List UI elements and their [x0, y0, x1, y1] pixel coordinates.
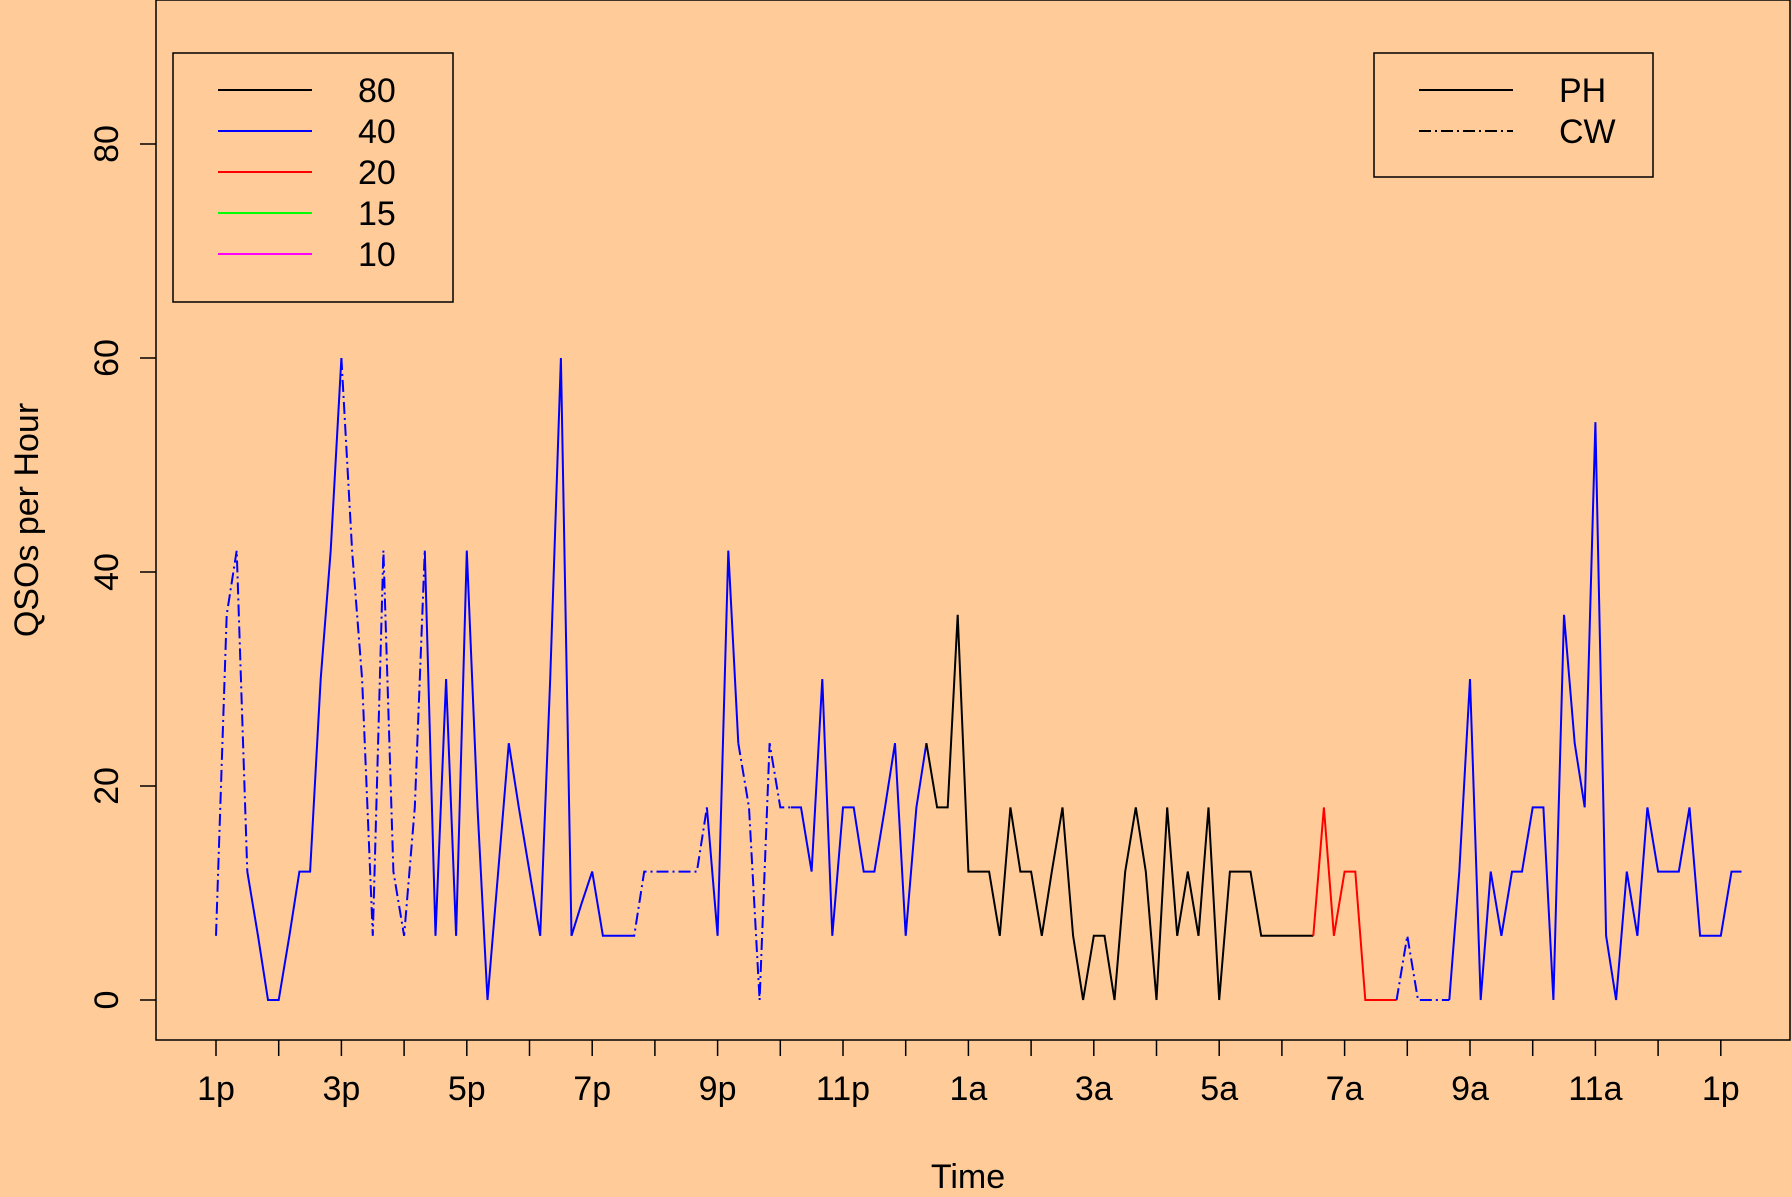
legend-label-10: 10 [358, 236, 396, 274]
series-line-40-ph-5 [705, 550, 740, 936]
legend-label-cw: CW [1559, 113, 1616, 151]
x-tick-label: 9a [1451, 1070, 1489, 1108]
series-line-40-ph-11 [1448, 422, 1742, 1001]
legend-label-15: 15 [358, 195, 396, 233]
x-tick-label: 11p [816, 1070, 870, 1108]
x-axis-label: Time [931, 1158, 1005, 1196]
x-tick-label: 1a [949, 1070, 987, 1108]
x-tick-label: 11a [1568, 1070, 1622, 1108]
y-tick-label: 0 [88, 991, 126, 1010]
mode-legend-box [1373, 52, 1654, 178]
series-line-40-ph-1 [246, 357, 343, 1001]
plot-frame [155, 0, 1791, 1041]
series-line-40-cw-6 [737, 743, 791, 1001]
y-tick-label: 40 [88, 553, 126, 591]
y-tick-label: 60 [88, 339, 126, 377]
legend-label-80: 80 [358, 72, 396, 110]
band-legend-box [172, 52, 454, 303]
x-tick-label: 7a [1326, 1070, 1364, 1108]
series-line-40-cw-2 [340, 357, 426, 936]
y-axis: 0 20 40 60 80 [88, 125, 156, 1009]
x-axis: 1p 3p 5p 7p 9p 11p 1a 3a 5a 7a 9a 11a 1p [197, 1040, 1740, 1108]
series-line-40-cw-0 [215, 550, 249, 936]
series-line-20-ph-9 [1312, 807, 1397, 1001]
y-axis-label: QSOs per Hour [8, 403, 46, 637]
x-tick-label: 1p [197, 1070, 235, 1108]
series-line-40-ph-7 [791, 678, 928, 936]
x-tick-label: 5a [1200, 1070, 1238, 1108]
y-tick-label: 80 [88, 125, 126, 163]
x-tick-label: 3p [322, 1070, 360, 1108]
y-tick-label: 20 [88, 767, 126, 805]
legend-label-ph: PH [1559, 72, 1606, 110]
x-tick-label: 7p [573, 1070, 611, 1108]
series-line-40-ph-3 [423, 357, 624, 1001]
series-line-40-cw-4 [623, 807, 708, 937]
legend-label-40: 40 [358, 113, 396, 151]
x-tick-label: 5p [448, 1070, 486, 1108]
x-tick-label: 9p [699, 1070, 737, 1108]
legend-label-20: 20 [358, 154, 396, 192]
series-layer [215, 357, 1742, 1001]
x-tick-label: 3a [1075, 1070, 1113, 1108]
series-line-40-cw-10 [1395, 935, 1450, 1001]
x-tick-label: 1p [1702, 1070, 1740, 1108]
series-line-80-ph-8 [925, 614, 1314, 1001]
